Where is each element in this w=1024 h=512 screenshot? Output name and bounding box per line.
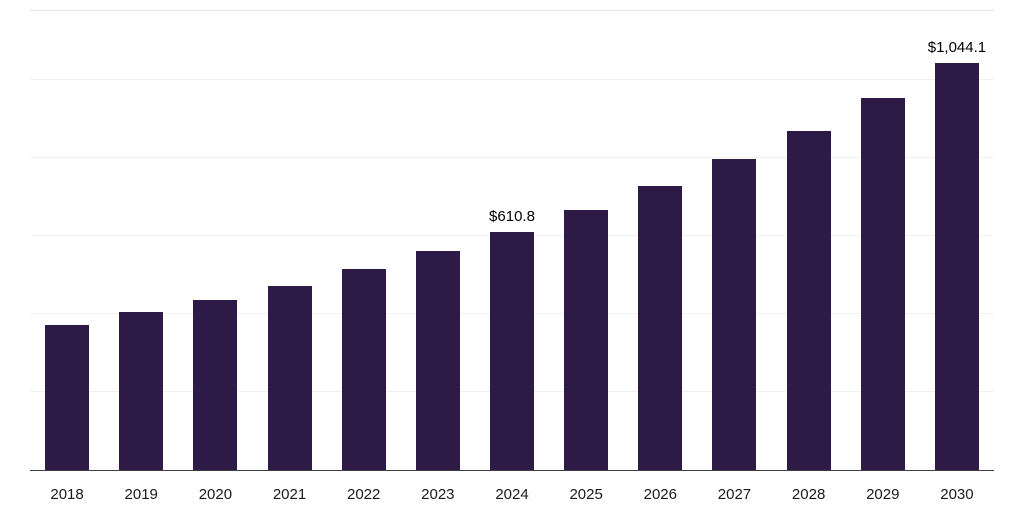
x-axis-label-2024: 2024 bbox=[495, 486, 529, 503]
bar-2018 bbox=[45, 324, 90, 470]
x-axis-label-2023: 2023 bbox=[421, 486, 455, 503]
bar-2030 bbox=[934, 62, 979, 470]
bar-2026 bbox=[638, 185, 683, 470]
gridline bbox=[30, 79, 994, 81]
bar-2028 bbox=[786, 130, 831, 470]
bar-value-label-2024: $610.8 bbox=[489, 207, 535, 225]
bar-2019 bbox=[119, 312, 164, 470]
x-axis-label-2028: 2028 bbox=[791, 486, 826, 503]
x-axis-label-2029: 2029 bbox=[866, 486, 900, 503]
x-axis-label-2021: 2021 bbox=[272, 486, 307, 503]
plot-top-gridline bbox=[30, 10, 994, 11]
bar-2021 bbox=[267, 285, 312, 470]
x-axis-label-2020: 2020 bbox=[198, 486, 233, 503]
x-axis-label-2025: 2025 bbox=[569, 486, 603, 503]
bar-2024 bbox=[490, 231, 534, 470]
bar-2023 bbox=[415, 251, 460, 470]
bar-2022 bbox=[341, 268, 386, 470]
x-axis-label-2030: 2030 bbox=[940, 486, 974, 503]
x-axis-label-2026: 2026 bbox=[643, 486, 677, 503]
x-axis-label-2019: 2019 bbox=[124, 486, 158, 503]
bar-value-label-2030: $1,044.1 bbox=[927, 38, 987, 56]
plot-area: $610.8 $1,044.1 bbox=[30, 10, 994, 471]
x-axis-label-2018: 2018 bbox=[50, 486, 84, 503]
bar-2025 bbox=[564, 209, 609, 470]
x-axis-label-2027: 2027 bbox=[717, 486, 752, 503]
x-axis-label-2022: 2022 bbox=[347, 486, 381, 503]
gridline bbox=[30, 157, 994, 159]
bar-2027 bbox=[712, 158, 757, 470]
x-axis-line bbox=[30, 470, 994, 471]
bar-2020 bbox=[193, 299, 238, 470]
bar-2029 bbox=[860, 98, 905, 470]
